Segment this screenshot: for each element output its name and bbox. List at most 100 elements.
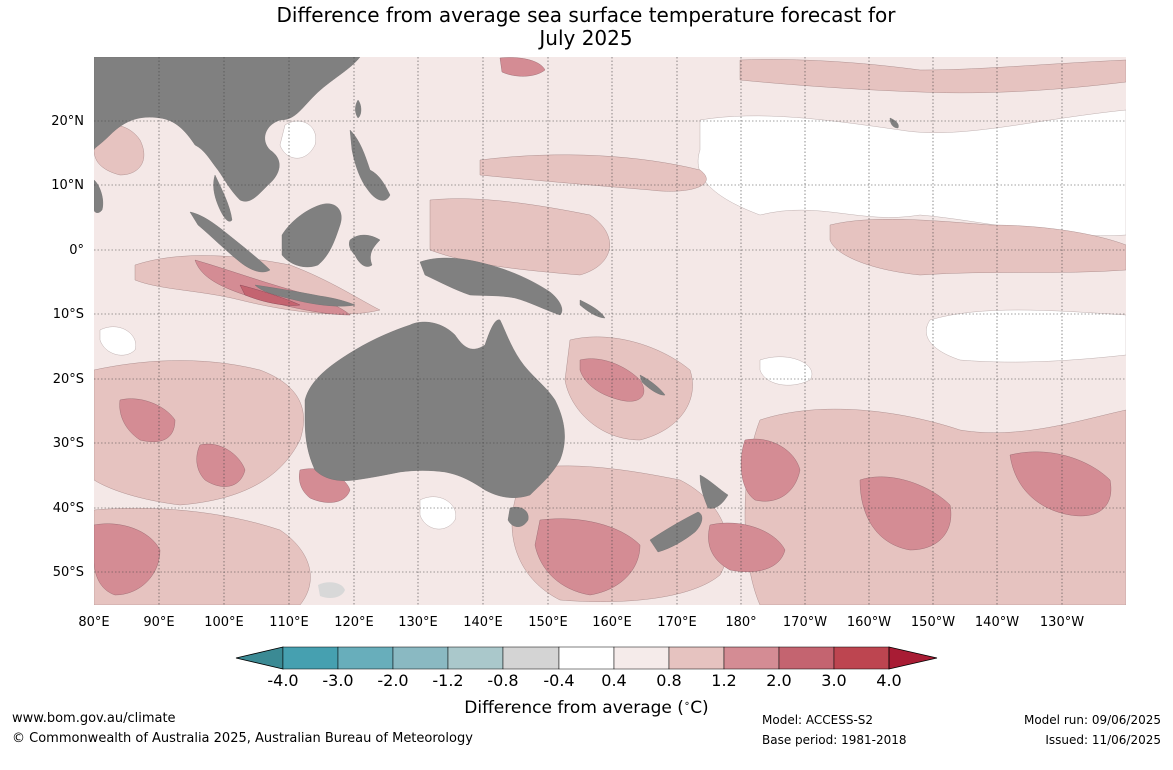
colorbar [235,646,938,670]
colorbar-swatch-0 [282,646,339,670]
colorbar-label-m1-2: -1.2 [432,671,463,690]
colorbar-labels: -4.0 -3.0 -2.0 -1.2 -0.8 -0.4 0.4 0.8 1.… [267,671,901,690]
graticule [94,57,1126,605]
cool-anomaly-region [318,582,345,598]
strong-region-tasman [534,518,641,596]
land-masses [94,57,899,553]
colorbar-title-unit: C) [690,698,709,718]
lon-label-160w: 160°W [847,615,891,630]
warm-region-central-pacific [829,219,1126,276]
strong-region-nz-east [708,522,786,572]
strong-region-north-pacific-spot [499,57,546,77]
warm-region-north-pacific-band [739,59,1126,94]
land-taiwan [355,99,362,119]
land-java [254,284,356,307]
land-india-south [94,179,104,213]
colorbar-label-0-4: 0.4 [601,671,626,690]
colorbar-swatch-10 [833,646,890,670]
lat-label-30s: 30°S [53,436,84,451]
strong-region-southern-indian [94,523,161,596]
colorbar-label-2-0: 2.0 [766,671,791,690]
title-line1: Difference from average sea surface temp… [276,3,896,27]
lon-label-140e: 140°E [463,615,503,630]
strong-region-south-indian-mid [119,398,176,442]
lon-label-130w: 130°W [1040,615,1084,630]
land-tasmania [507,507,529,527]
land-malay-peninsula [213,174,233,222]
lon-label-150e: 150°E [528,615,568,630]
colorbar-swatch-6 [613,646,670,670]
land-sulawesi [349,234,381,267]
colorbar-arrow-high [888,646,938,670]
website-link[interactable]: www.bom.gov.au/climate [12,711,176,726]
land-hawaii [889,117,899,129]
map-area [94,57,1126,605]
base-period: Base period: 1981-2018 [762,733,907,747]
colorbar-label-4-0: 4.0 [876,671,901,690]
land-new-caledonia [639,374,666,396]
neutral-region-coral-sea [759,356,813,386]
land-new-guinea [419,257,563,316]
colorbar-swatch-1 [337,646,394,670]
latitude-labels: 20°N 10°N 0° 10°S 20°S 30°S 40°S 50°S [51,114,84,580]
model-run-date: Model run: 09/06/2025 [1023,713,1161,727]
land-solomon-islands [579,299,606,319]
lon-label-150w: 150°W [911,615,955,630]
colorbar-swatch-8 [723,646,780,670]
land-new-zealand-north [699,474,729,509]
neutral-region-indian-ocean [99,326,136,356]
issued-date: Issued: 11/06/2025 [1045,733,1161,747]
colorbar-label-m0-8: -0.8 [487,671,518,690]
lon-label-170e: 170°E [657,615,697,630]
lon-label-90e: 90°E [143,615,174,630]
neutral-region-east-pacific [926,309,1126,363]
degree-symbol: ∘ [683,698,691,710]
colorbar-swatch-2 [392,646,449,670]
lat-label-20s: 20°S [53,372,84,387]
lat-label-20n: 20°N [51,114,84,129]
land-philippines [349,129,391,201]
colorbar-title-text: Difference from average ( [464,698,684,718]
title-line2: July 2025 [539,26,633,50]
copyright-text: © Commonwealth of Australia 2025, Austra… [12,731,473,746]
lon-label-110e: 110°E [269,615,309,630]
strong-region-east-indian [196,443,246,487]
warm-region-tropical-north-pacific [479,154,707,192]
colorbar-title: Difference from average (∘C) [0,698,1173,718]
colorbar-arrow-low [235,646,284,670]
colorbar-label-0-8: 0.8 [656,671,681,690]
colorbar-label-m3-0: -3.0 [322,671,353,690]
colorbar-label-1-2: 1.2 [711,671,736,690]
neutral-region-tasman-south [419,496,456,530]
lon-label-160e: 160°E [592,615,632,630]
lon-label-80e: 80°E [78,615,109,630]
strong-region-south-pacific-a [740,438,801,502]
colorbar-swatch-5 [558,646,615,670]
lat-label-10s: 10°S [53,307,84,322]
colorbar-swatch-9 [778,646,835,670]
very-strong-region-java [239,284,301,306]
lon-label-100e: 100°E [204,615,244,630]
land-australia [304,319,565,498]
land-sumatra [189,211,271,273]
lat-label-40s: 40°S [53,501,84,516]
lon-label-140w: 140°W [975,615,1019,630]
lat-label-0: 0° [69,243,84,258]
colorbar-swatch-7 [668,646,725,670]
lon-label-170w: 170°W [783,615,827,630]
colorbar-label-3-0: 3.0 [821,671,846,690]
lon-label-180: 180° [725,615,756,630]
lon-label-130e: 130°E [398,615,438,630]
colorbar-label-m0-4: -0.4 [543,671,574,690]
land-borneo [281,203,342,268]
lat-label-50s: 50°S [53,565,84,580]
lon-label-120e: 120°E [334,615,374,630]
chart-title: Difference from average sea surface temp… [0,4,1173,50]
very-strong-warm-anomaly-regions [239,284,301,306]
warm-region-south-indian [94,360,304,506]
colorbar-label-m2-0: -2.0 [377,671,408,690]
colorbar-swatch-3 [447,646,504,670]
longitude-labels: 80°E 90°E 100°E 110°E 120°E 130°E 140°E … [78,615,1084,630]
lat-label-10n: 10°N [51,178,84,193]
